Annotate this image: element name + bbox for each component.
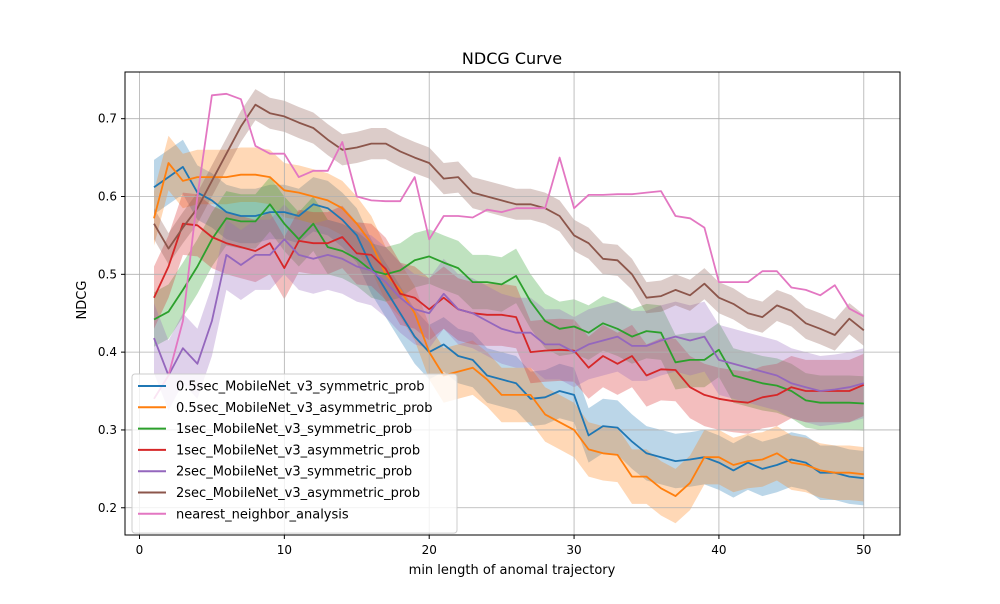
x-tick-label: 10 [277, 543, 292, 557]
legend-label: 0.5sec_MobileNet_v3_asymmetric_prob [176, 401, 433, 416]
y-tick-label: 0.4 [98, 345, 117, 359]
line-1sec_MobileNet_v3_asymmetric_prob [153, 222, 865, 404]
legend: 0.5sec_MobileNet_v3_symmetric_prob 0.5sec… [131, 373, 458, 534]
plot-frame [124, 71, 901, 536]
legend-label: 1sec_MobileNet_v3_symmetric_prob [176, 422, 412, 437]
legend-label: 0.5sec_MobileNet_v3_symmetric_prob [176, 380, 425, 395]
legend-label: 2sec_MobileNet_v3_symmetric_prob [176, 465, 412, 480]
x-tick-label: 20 [422, 543, 437, 557]
line-0.5sec_MobileNet_v3_symmetric_prob [153, 165, 864, 480]
y-tick-label: 0.5 [98, 267, 117, 281]
series-lines [153, 92, 865, 498]
chart-title: NDCG Curve [462, 49, 562, 68]
axes [124, 71, 901, 536]
y-tick-label: 0.6 [98, 190, 117, 204]
x-tick-label: 0 [136, 543, 144, 557]
x-tick-label: 50 [856, 543, 871, 557]
tick-labels: 0 10 20 30 40 50 0.2 0.3 0.4 0.5 0.6 0.7 [98, 112, 872, 557]
band-0.5sec_MobileNet_v3_asymmetric_prob [154, 135, 864, 524]
band-1sec_MobileNet_v3_asymmetric_prob [154, 192, 864, 434]
legend-label: 1sec_MobileNet_v3_asymmetric_prob [176, 443, 420, 458]
y-tick-label: 0.7 [98, 112, 117, 126]
x-tick-label: 40 [711, 543, 726, 557]
line-0.5sec_MobileNet_v3_asymmetric_prob [153, 162, 864, 498]
y-tick-label: 0.3 [98, 423, 117, 437]
x-axis-label: min length of anomal trajectory [409, 563, 616, 578]
line-1sec_MobileNet_v3_symmetric_prob [153, 203, 864, 405]
band-0.5sec_MobileNet_v3_symmetric_prob [154, 139, 864, 506]
y-tick-label: 0.2 [98, 501, 117, 515]
legend-label: 2sec_MobileNet_v3_asymmetric_prob [176, 486, 420, 501]
line-nearest_neighbor_analysis [153, 92, 865, 400]
line-2sec_MobileNet_v3_asymmetric_prob [153, 103, 865, 336]
y-axis-label: NDCG [75, 281, 90, 320]
legend-box [131, 373, 458, 534]
band-2sec_MobileNet_v3_asymmetric_prob [154, 89, 864, 351]
band-1sec_MobileNet_v3_symmetric_prob [154, 177, 864, 431]
x-tick-label: 30 [566, 543, 581, 557]
legend-label: nearest_neighbor_analysis [176, 507, 349, 522]
line-2sec_MobileNet_v3_symmetric_prob [153, 238, 865, 392]
